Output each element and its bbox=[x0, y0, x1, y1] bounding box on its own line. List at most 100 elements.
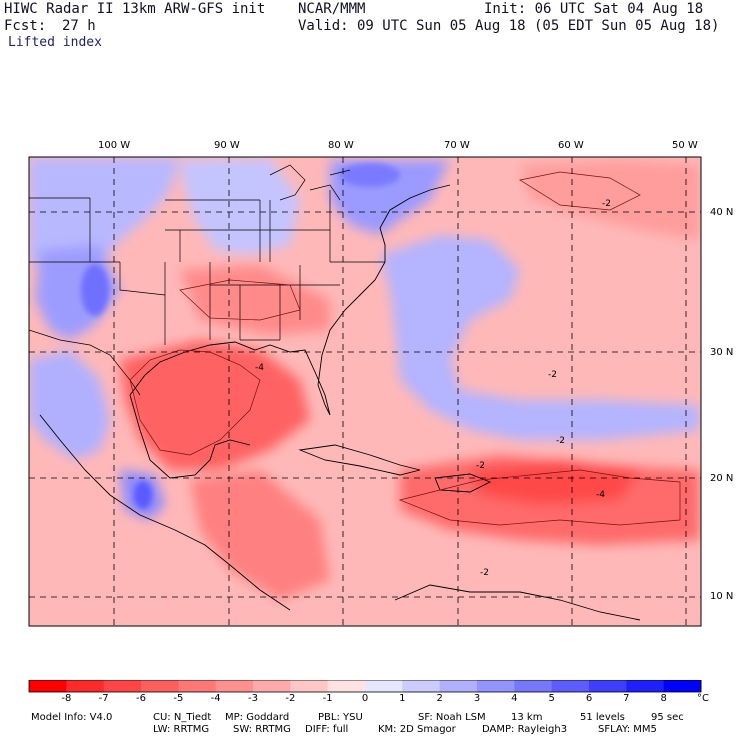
colorbar-swatch bbox=[365, 680, 403, 692]
model-title: HIWC Radar II 13km ARW-GFS init bbox=[4, 1, 266, 17]
colorbar-swatch bbox=[290, 680, 329, 692]
contour-labels: -2 -2 -2 -4 -2 -4 -2 bbox=[255, 199, 611, 578]
model-info-item: Model Info: V4.0 bbox=[31, 712, 113, 723]
us-mexico-border bbox=[29, 329, 141, 396]
cuba bbox=[298, 444, 421, 476]
colorbar-frame bbox=[28, 680, 702, 693]
colorbar-tick: -2 bbox=[285, 693, 296, 704]
colorbar-tick: -6 bbox=[136, 693, 146, 704]
model-info-item: SW: RRTMG bbox=[233, 724, 291, 735]
colorbar-tick: 8 bbox=[660, 693, 667, 704]
colorbar-swatch bbox=[215, 680, 254, 692]
model-info-item: SF: Noah LSM bbox=[418, 712, 486, 723]
lat-label: 20 N bbox=[710, 473, 734, 484]
lon-label: 90 W bbox=[214, 140, 240, 151]
model-info-item: 13 km bbox=[511, 712, 543, 723]
forecast-hour: 27 h bbox=[62, 18, 96, 34]
valid-time: Valid: 09 UTC Sun 05 Aug 18 (05 EDT Sun … bbox=[298, 18, 720, 34]
colorbar-tick: -4 bbox=[210, 693, 221, 704]
colorbar-swatch bbox=[589, 680, 627, 692]
model-info-item: SFLAY: MM5 bbox=[598, 724, 657, 735]
colorbar-swatch bbox=[663, 680, 702, 692]
colorbar-tick: -1 bbox=[322, 693, 333, 704]
lon-label: 60 W bbox=[558, 140, 584, 151]
colorbar-tick: 5 bbox=[548, 693, 555, 704]
model-info-item: DIFF: full bbox=[305, 724, 349, 735]
lon-label: 100 W bbox=[98, 140, 131, 151]
colorbar-tick: 1 bbox=[399, 693, 406, 704]
mexico-coast-east bbox=[129, 394, 251, 479]
organization: NCAR/MMM bbox=[298, 1, 366, 17]
model-info-item: KM: 2D Smagor bbox=[378, 724, 456, 735]
colorbar-swatch bbox=[178, 680, 217, 692]
colorbar-swatch bbox=[402, 680, 441, 692]
colorbar-swatch bbox=[66, 680, 105, 692]
hispaniola bbox=[434, 473, 492, 493]
colorbar-tick: 6 bbox=[585, 693, 593, 704]
us-state-borders bbox=[29, 190, 385, 345]
lon-label: 50 W bbox=[672, 140, 698, 151]
model-info-item: MP: Goddard bbox=[225, 712, 290, 723]
contour-label: -2 bbox=[476, 461, 485, 471]
colorbar bbox=[28, 680, 702, 693]
model-info-item: PBL: YSU bbox=[318, 712, 363, 723]
contour-label: -4 bbox=[596, 490, 605, 500]
stable-core-northeast bbox=[340, 163, 400, 187]
model-info-item: DAMP: Rayleigh3 bbox=[482, 724, 568, 735]
colorbar-swatch bbox=[29, 680, 67, 692]
contour-southeast-us bbox=[179, 279, 301, 321]
colorbar-swatch bbox=[477, 680, 515, 692]
stable-region-northwest bbox=[29, 157, 180, 275]
contour-label: -2 bbox=[480, 568, 489, 578]
contour-label: -2 bbox=[602, 199, 611, 209]
lon-label: 80 W bbox=[328, 140, 354, 151]
lat-label: 40 N bbox=[710, 207, 734, 218]
unstable-region-gulf bbox=[120, 340, 310, 470]
field-name: Lifted index bbox=[8, 35, 102, 50]
colorbar-swatch bbox=[626, 680, 665, 692]
colorbar-swatch bbox=[103, 680, 142, 692]
map-frame bbox=[28, 156, 702, 627]
contour-atlantic-northeast bbox=[519, 171, 641, 211]
colorbar-swatch bbox=[551, 680, 590, 692]
mexico-coast-west bbox=[39, 414, 291, 611]
colorbar-swatch bbox=[514, 680, 553, 692]
south-america-coast bbox=[394, 584, 641, 621]
colorbar-swatch bbox=[439, 680, 478, 692]
stable-core-new-mexico bbox=[81, 264, 109, 316]
lon-label: 70 W bbox=[444, 140, 470, 151]
model-info-item: CU: N_Tiedt bbox=[153, 712, 212, 723]
colorbar-swatch bbox=[253, 680, 291, 692]
model-info-item: LW: RRTMG bbox=[153, 724, 210, 735]
colorbar-swatch bbox=[327, 680, 366, 692]
unstable-region-atlantic-northeast bbox=[520, 160, 700, 240]
stable-region-mexico-plateau bbox=[29, 350, 110, 460]
stable-core-pacific-mexico bbox=[134, 481, 152, 509]
colorbar-tick: 3 bbox=[473, 693, 481, 704]
model-info-item: 95 sec bbox=[651, 712, 684, 723]
contour-label: -2 bbox=[548, 370, 557, 380]
contour-label: -2 bbox=[556, 436, 565, 446]
colorbar-swatch bbox=[141, 680, 179, 692]
colorbar-tick: 7 bbox=[623, 693, 630, 704]
political-boundaries bbox=[29, 164, 641, 621]
lat-label: 30 N bbox=[710, 347, 734, 358]
colorbar-unit: °C bbox=[697, 693, 709, 704]
unstable-region-tropical-east bbox=[470, 460, 640, 505]
colorbar-tick: -3 bbox=[248, 693, 258, 704]
stable-region-west-atlantic bbox=[380, 235, 700, 440]
contour-caribbean bbox=[398, 469, 681, 526]
unstable-regions bbox=[120, 160, 700, 600]
great-lakes bbox=[269, 164, 351, 201]
colorbar-tick: -8 bbox=[61, 693, 72, 704]
contour-label: -4 bbox=[255, 363, 264, 373]
model-info-item: 51 levels bbox=[580, 712, 625, 723]
colorbar-tick: 4 bbox=[511, 693, 518, 704]
lat-label: 10 N bbox=[710, 591, 734, 602]
colorbar-tick: -7 bbox=[98, 693, 109, 704]
forecast-label: Fcst: bbox=[4, 18, 47, 34]
unstable-region-central-america bbox=[190, 470, 330, 600]
colorbar-tick: 2 bbox=[436, 693, 443, 704]
init-time: Init: 06 UTC Sat 04 Aug 18 bbox=[484, 1, 704, 17]
